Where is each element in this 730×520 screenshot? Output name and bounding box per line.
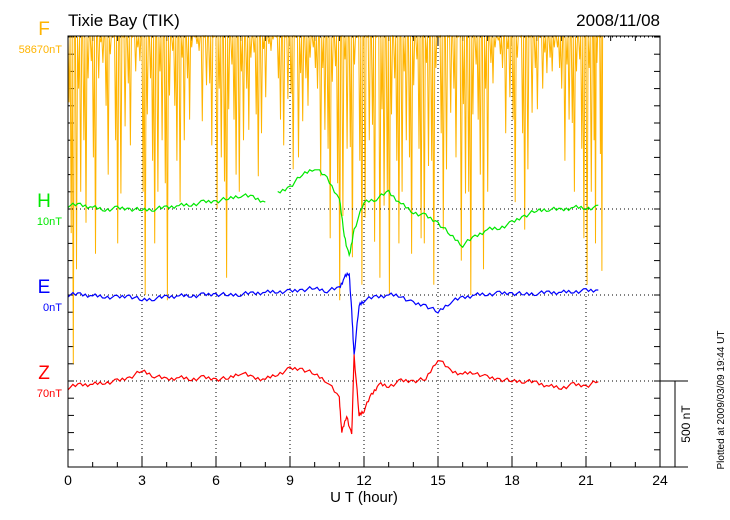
series-line-H [67,169,599,258]
series-name-Z: Z [38,363,50,384]
chart-title: Tixie Bay (TIK) [68,11,180,30]
series-line-E [67,271,599,355]
series-name-H: H [37,191,51,212]
series-name-E: E [38,277,51,298]
x-tick-label: 3 [138,472,146,488]
series-line-F [67,34,604,364]
x-tick-label: 24 [652,472,668,488]
series-baseline-E: 0nT [43,302,62,314]
x-tick-label: 21 [578,472,594,488]
series-baseline-Z: 70nT [37,388,62,400]
series-baseline-F: 58670nT [19,44,63,56]
series-baseline-H: 10nT [37,216,62,228]
series-line-Z [67,354,599,435]
plotted-note: Plotted at 2009/03/09 19:44 UT [716,331,727,470]
x-tick-label: 0 [64,472,72,488]
x-tick-label: 6 [212,472,220,488]
x-tick-label: 12 [356,472,372,488]
plot-frame [67,35,661,468]
x-tick-label: 18 [504,472,520,488]
chart-date: 2008/11/08 [576,11,660,30]
series-name-F: F [38,19,50,40]
scale-bar-label: 500 nT [679,405,693,443]
x-tick-label: 15 [430,472,446,488]
x-axis-label: U T (hour) [330,489,398,506]
x-tick-label: 9 [286,472,294,488]
